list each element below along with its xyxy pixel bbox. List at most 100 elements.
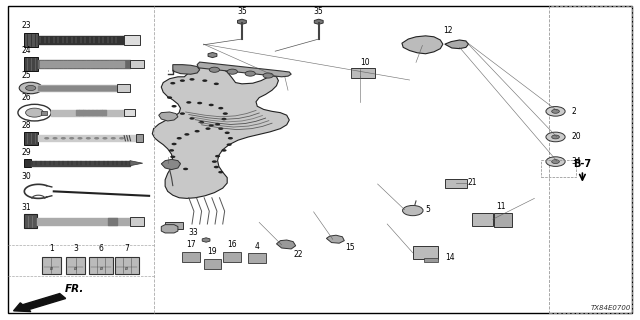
Circle shape xyxy=(175,162,180,164)
Text: 21: 21 xyxy=(467,178,477,187)
Circle shape xyxy=(212,160,217,163)
Text: 26: 26 xyxy=(21,93,31,102)
Circle shape xyxy=(209,124,214,127)
Polygon shape xyxy=(152,66,289,198)
Circle shape xyxy=(221,118,227,120)
Text: 28: 28 xyxy=(21,121,31,130)
Circle shape xyxy=(552,109,559,113)
Text: 23: 23 xyxy=(21,21,31,30)
Circle shape xyxy=(52,137,58,140)
Bar xyxy=(472,213,493,226)
Circle shape xyxy=(228,137,233,140)
Circle shape xyxy=(172,105,177,108)
Circle shape xyxy=(119,137,124,140)
Circle shape xyxy=(209,67,220,72)
Bar xyxy=(445,179,467,188)
Polygon shape xyxy=(161,159,180,170)
Text: ø: ø xyxy=(74,266,77,271)
Circle shape xyxy=(69,137,74,140)
Text: 7: 7 xyxy=(124,244,129,253)
Bar xyxy=(413,246,438,259)
Circle shape xyxy=(86,137,91,140)
Text: FR.: FR. xyxy=(65,284,84,294)
Text: 4: 4 xyxy=(255,242,260,251)
Polygon shape xyxy=(326,235,344,243)
Circle shape xyxy=(183,168,188,170)
Text: 5: 5 xyxy=(426,205,431,214)
Circle shape xyxy=(61,137,66,140)
Text: TX84E0700: TX84E0700 xyxy=(591,305,631,311)
Circle shape xyxy=(189,78,195,81)
Circle shape xyxy=(205,127,211,130)
Polygon shape xyxy=(130,161,143,166)
Circle shape xyxy=(218,127,223,130)
Circle shape xyxy=(552,160,559,164)
Circle shape xyxy=(94,137,99,140)
Bar xyxy=(165,222,183,229)
Polygon shape xyxy=(208,52,217,58)
Circle shape xyxy=(102,137,108,140)
Text: 20: 20 xyxy=(572,132,581,141)
Circle shape xyxy=(197,102,202,104)
Circle shape xyxy=(26,108,44,117)
Bar xyxy=(136,134,143,142)
Text: 14: 14 xyxy=(445,253,454,262)
Circle shape xyxy=(184,133,189,136)
Bar xyxy=(351,68,375,78)
Text: ø: ø xyxy=(100,266,102,271)
Text: 35: 35 xyxy=(237,7,247,16)
Bar xyxy=(204,259,221,269)
Text: 3: 3 xyxy=(73,244,78,253)
Bar xyxy=(117,84,130,92)
Bar xyxy=(223,252,241,262)
Circle shape xyxy=(227,69,237,74)
Circle shape xyxy=(552,135,559,139)
Circle shape xyxy=(170,82,175,84)
Bar xyxy=(89,257,113,274)
Circle shape xyxy=(218,107,223,109)
Bar xyxy=(24,132,38,145)
Circle shape xyxy=(245,71,255,76)
Circle shape xyxy=(180,112,185,115)
Text: 35: 35 xyxy=(314,7,324,16)
Polygon shape xyxy=(402,36,443,54)
Text: 30: 30 xyxy=(21,172,31,181)
Circle shape xyxy=(209,104,214,106)
Text: 25: 25 xyxy=(21,71,31,80)
Text: 16: 16 xyxy=(227,240,237,249)
Circle shape xyxy=(195,130,200,132)
Polygon shape xyxy=(159,112,178,121)
Bar xyxy=(41,111,47,115)
Polygon shape xyxy=(276,240,296,249)
Text: 34: 34 xyxy=(572,157,581,166)
Text: 17: 17 xyxy=(186,240,196,249)
Text: 12: 12 xyxy=(444,26,452,35)
Polygon shape xyxy=(173,65,200,74)
Polygon shape xyxy=(445,40,468,49)
Circle shape xyxy=(199,121,204,124)
Circle shape xyxy=(214,83,219,85)
Circle shape xyxy=(202,79,207,82)
Circle shape xyxy=(546,157,565,166)
Text: 1: 1 xyxy=(49,244,54,253)
Text: 19: 19 xyxy=(207,247,218,256)
Text: 33: 33 xyxy=(189,228,198,237)
Polygon shape xyxy=(314,19,323,24)
Text: 15: 15 xyxy=(346,243,355,252)
Polygon shape xyxy=(161,225,178,233)
Circle shape xyxy=(26,85,36,91)
Polygon shape xyxy=(202,238,210,242)
Text: ø: ø xyxy=(50,266,52,271)
Circle shape xyxy=(186,101,191,104)
Circle shape xyxy=(19,82,42,94)
Circle shape xyxy=(403,205,423,216)
Circle shape xyxy=(223,112,228,115)
Bar xyxy=(248,253,266,263)
Text: 24: 24 xyxy=(21,46,31,55)
Bar xyxy=(424,258,438,262)
Polygon shape xyxy=(197,62,291,77)
Circle shape xyxy=(172,143,177,145)
Circle shape xyxy=(225,132,230,134)
Circle shape xyxy=(170,156,175,158)
Bar xyxy=(130,60,144,68)
